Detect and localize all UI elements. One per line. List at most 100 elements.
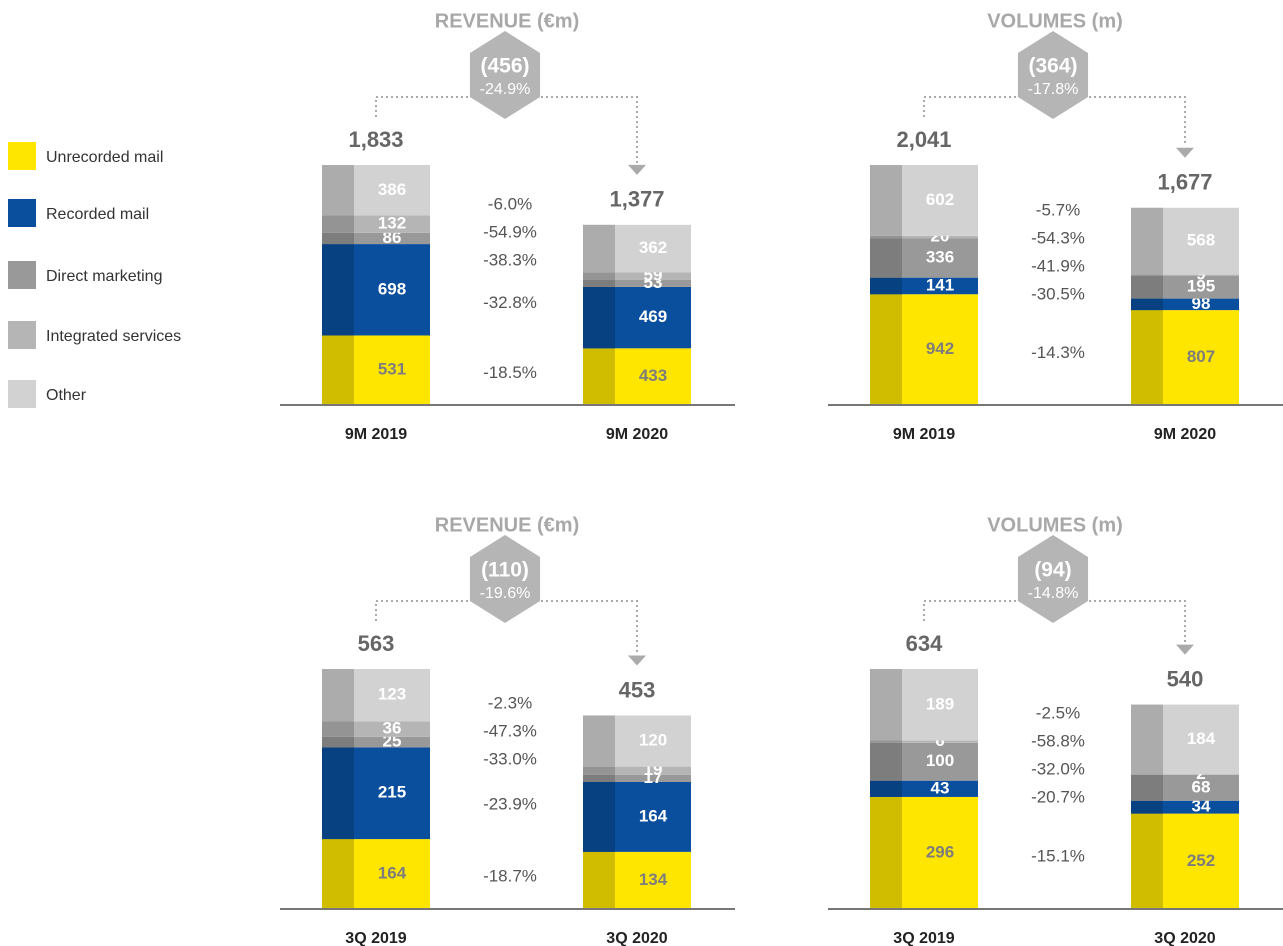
bar-segment-shade (1131, 774, 1163, 775)
bar-segment-shade (322, 669, 354, 722)
bar-segment-shade (1131, 310, 1163, 405)
difference-badge (469, 31, 541, 119)
bar-segment-shade (322, 839, 354, 909)
change-label: -14.3% (1031, 343, 1085, 362)
bar-segment-shade (870, 165, 902, 236)
chart-title: VOLUMES (m) (987, 10, 1123, 32)
bar-segment (1131, 298, 1239, 311)
legend-swatch (8, 380, 36, 408)
difference-pct: -17.8% (1028, 81, 1079, 98)
change-label: -5.7% (1036, 201, 1080, 220)
x-tick-label: 9M 2019 (893, 426, 955, 443)
bar-segment (870, 235, 978, 239)
bar-segment-shade (1131, 813, 1163, 909)
total-label: 540 (1167, 666, 1204, 691)
bar-segment-shade (322, 747, 354, 840)
difference-badge (469, 535, 541, 623)
bar-segment (1131, 774, 1239, 775)
value-label: 531 (378, 360, 406, 379)
bar-segment (583, 774, 691, 782)
difference-pct: -19.6% (480, 585, 531, 602)
bar-segment-shade (583, 348, 615, 405)
change-label: -18.7% (483, 867, 537, 886)
x-tick-label: 9M 2020 (606, 426, 668, 443)
value-label: 336 (926, 247, 954, 266)
bar-segment-shade (583, 272, 615, 280)
total-label: 1,377 (609, 187, 664, 212)
value-label: 132 (378, 214, 406, 233)
value-label: 36 (383, 719, 402, 738)
value-label: 568 (1187, 231, 1215, 250)
change-label: -15.1% (1031, 847, 1085, 866)
bar-segment-shade (583, 766, 615, 775)
arrow-head (628, 164, 646, 175)
legend-label: Recorded mail (46, 206, 149, 223)
bar-segment-shade (322, 335, 354, 405)
value-label: 296 (926, 842, 954, 861)
legend-swatch (8, 321, 36, 349)
difference-label: (110) (481, 559, 529, 582)
x-tick-label: 3Q 2020 (606, 930, 667, 946)
chart-title: REVENUE (€m) (435, 10, 579, 32)
bar-segment (583, 272, 691, 280)
value-label: 164 (378, 864, 407, 883)
value-label: 6 (935, 731, 944, 750)
change-label: -58.8% (1031, 731, 1085, 750)
change-label: -2.3% (488, 694, 532, 713)
value-label: 100 (926, 751, 954, 770)
value-label: 362 (639, 238, 667, 257)
legend-label: Integrated services (46, 328, 181, 345)
bar-segment-shade (583, 279, 615, 287)
bar-segment-shade (583, 851, 615, 909)
bar-segment-shade (322, 215, 354, 233)
bar-segment (583, 766, 691, 775)
bar-segment-shade (1131, 704, 1163, 775)
change-label: -6.0% (488, 194, 532, 213)
change-label: -38.3% (483, 250, 537, 269)
value-label: 120 (639, 731, 667, 750)
value-label: 602 (926, 190, 954, 209)
total-label: 1,677 (1157, 170, 1212, 195)
value-label: 68 (1192, 777, 1211, 796)
difference-badge (1017, 535, 1089, 623)
total-label: 2,041 (896, 127, 951, 152)
value-label: 43 (931, 778, 950, 797)
difference-badge (1017, 31, 1089, 119)
difference-label: (94) (1034, 559, 1071, 582)
bar-segment-shade (322, 165, 354, 216)
bar-segment-shade (583, 781, 615, 852)
legend-label: Other (46, 387, 87, 404)
value-label: 134 (639, 870, 668, 889)
bar-segment-shade (870, 780, 902, 797)
bar-segment (322, 232, 430, 245)
arrow-head (628, 655, 646, 666)
value-label: 469 (639, 307, 667, 326)
change-label: -54.3% (1031, 229, 1085, 248)
value-label: 184 (1187, 729, 1216, 748)
bar-segment-shade (870, 277, 902, 295)
bar-segment-shade (870, 238, 902, 278)
difference-label: (456) (480, 55, 529, 78)
x-tick-label: 3Q 2019 (345, 930, 406, 946)
bar-segment-shade (1131, 800, 1163, 814)
change-label: -23.9% (483, 795, 537, 814)
bar-segment-shade (1131, 298, 1163, 311)
change-label: -2.5% (1036, 703, 1080, 722)
value-label: 34 (1192, 797, 1211, 816)
total-label: 453 (619, 677, 656, 702)
bar-segment-shade (322, 232, 354, 245)
bar-segment-shade (322, 244, 354, 336)
bar-segment-shade (870, 294, 902, 405)
chart-title: VOLUMES (m) (987, 514, 1123, 536)
value-label: 164 (639, 806, 668, 825)
change-label: -41.9% (1031, 257, 1085, 276)
legend-label: Unrecorded mail (46, 149, 163, 166)
value-label: 123 (378, 685, 406, 704)
change-label: -47.3% (483, 722, 537, 741)
change-label: -54.9% (483, 222, 537, 241)
x-tick-label: 3Q 2020 (1154, 930, 1215, 946)
value-label: 252 (1187, 851, 1215, 870)
legend-swatch (8, 199, 36, 227)
value-label: 141 (926, 275, 954, 294)
